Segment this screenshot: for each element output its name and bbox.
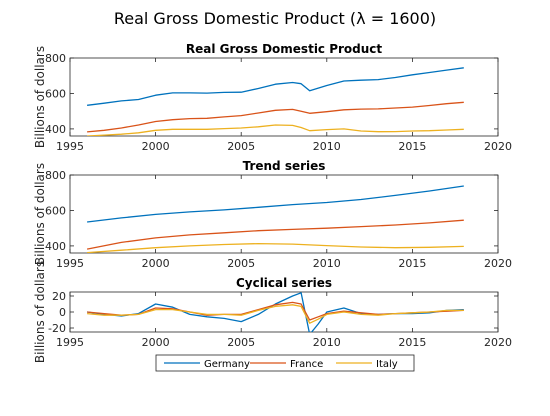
x-tick-label: 1995 [56,140,84,153]
axes-title: Cyclical series [236,276,332,290]
series-line-france [87,101,464,133]
series-line-france [86,219,464,250]
series-line-italy [87,304,464,324]
y-tick-label: 600 [45,87,66,100]
x-tick-label: 2015 [398,140,426,153]
series-line-germany [87,185,464,223]
y-tick-label: 20 [52,290,66,303]
x-tick-label: 1995 [56,336,84,349]
x-tick-label: 2015 [398,257,426,270]
y-axis-label: Billions of dollars [33,261,47,363]
y-tick-label: 400 [45,123,66,136]
legend: Germany France Italy [155,354,415,372]
x-tick-label: 2010 [313,257,341,270]
axes-3: 1995 2000 2005 2010 2015 2020 -20 0 20 Cyclical s… [33,261,512,363]
x-tick-label: 2020 [484,140,512,153]
x-tick-label: 2020 [484,257,512,270]
y-axis-label: Billions of dollars [33,163,47,265]
axes-1: 1995 2000 2005 2010 2015 2020 400 600 800 Real Gr… [33,42,512,153]
y-tick-label: 0 [59,306,66,319]
x-tick-label: 2000 [142,140,170,153]
y-tick-label: 600 [45,204,66,217]
legend-entry-germany: Germany [164,359,250,370]
series-line-italy [87,124,464,136]
x-tick-label: 2005 [227,257,255,270]
x-tick-label: 2005 [227,140,255,153]
legend-label: France [290,359,323,370]
y-axis-label: Billions of dollars [33,46,47,148]
legend-entry-italy: Italy [336,359,398,370]
series-line-germany [87,67,464,106]
x-tick-label: 2020 [484,336,512,349]
series-line-italy [87,242,464,253]
axes-2: 1995 2000 2005 2010 2015 2020 400 600 800 Trend s… [33,159,512,270]
axes-title: Trend series [243,159,326,173]
y-tick-label: -20 [48,322,66,335]
x-tick-label: 2005 [227,336,255,349]
x-tick-label: 2000 [142,257,170,270]
y-tick-label: 800 [45,52,66,65]
axes-title: Real Gross Domestic Product [186,42,383,56]
figure-title: Real Gross Domestic Product (λ = 1600) [114,9,436,28]
axes-layer: 1995 2000 2005 2010 2015 2020 400 600 800 Real Gr… [33,42,512,363]
y-tick-label: 400 [45,240,66,253]
y-tick-label: 800 [45,169,66,182]
legend-label: Italy [376,359,398,370]
x-tick-label: 2015 [398,336,426,349]
x-tick-label: 2000 [142,336,170,349]
legend-label: Germany [204,359,250,370]
x-tick-label: 2010 [313,336,341,349]
x-tick-label: 2010 [313,140,341,153]
x-tick-label: 1995 [56,257,84,270]
legend-entry-france: France [250,359,323,370]
axes-frame [69,57,499,137]
